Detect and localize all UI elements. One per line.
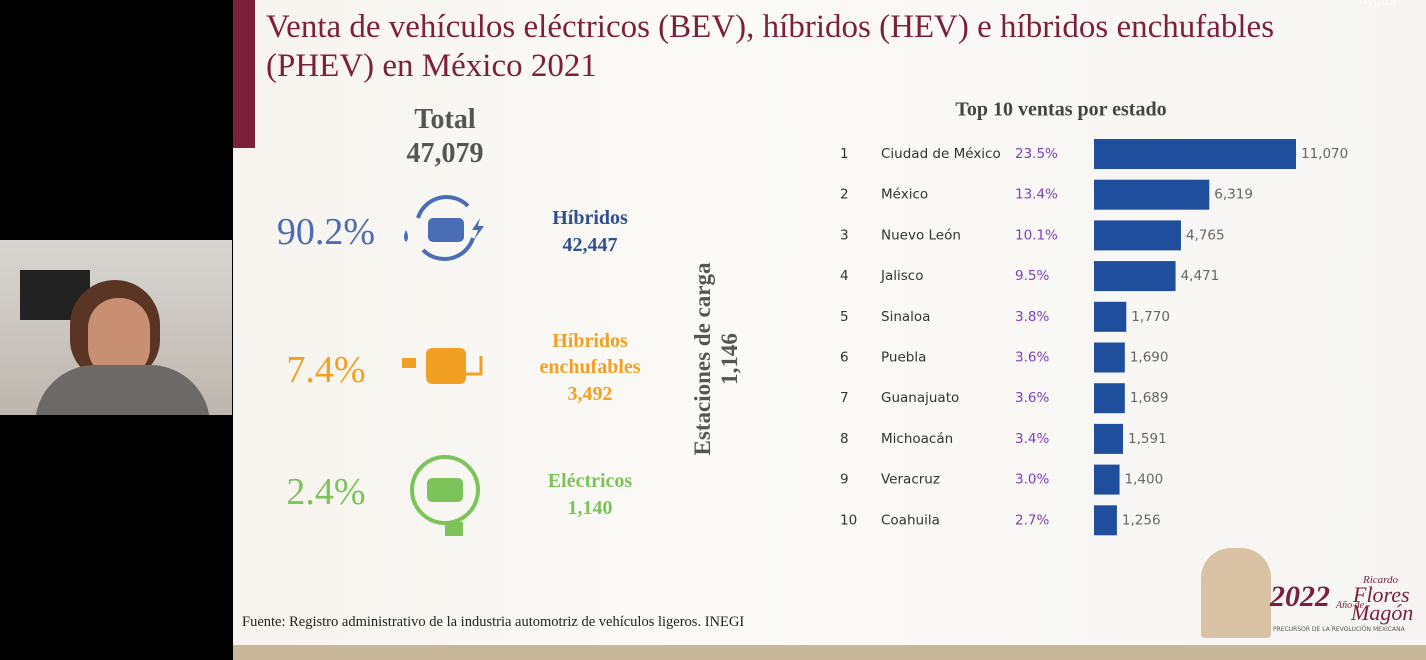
plug	[445, 522, 463, 536]
bar	[1094, 220, 1181, 251]
value-label: 1,689	[1130, 390, 1169, 406]
bar	[1094, 301, 1127, 332]
share: 13.4%	[1015, 187, 1058, 203]
arrow	[416, 195, 470, 219]
body	[35, 365, 210, 415]
rank: 2	[840, 187, 849, 203]
car	[428, 218, 464, 242]
value-label: 1,400	[1125, 472, 1164, 488]
cable	[466, 356, 483, 376]
bar	[1094, 423, 1124, 454]
logo-name: Flores	[1353, 582, 1410, 607]
segment-name: Eléctricos	[547, 470, 633, 492]
share: 23.5%	[1015, 146, 1058, 162]
value-label: 4,765	[1186, 227, 1225, 243]
bar	[1094, 179, 1210, 210]
state-name: Sinaloa	[881, 309, 930, 325]
state-name: México	[881, 187, 928, 203]
plug	[402, 358, 416, 368]
share: 2.7%	[1015, 512, 1049, 528]
value-label: 11,070	[1301, 146, 1348, 162]
state-name: Guanajuato	[881, 390, 959, 406]
source-note: Fuente: Registro administrativo de la in…	[242, 614, 745, 630]
face	[88, 298, 150, 378]
segment-percent: 2.4%	[286, 471, 366, 513]
rank: 8	[840, 431, 849, 447]
rank: 10	[840, 512, 857, 528]
value-label: 1,591	[1128, 431, 1167, 447]
hybrid-icon	[404, 195, 484, 261]
bar	[1094, 139, 1296, 169]
logo-top: Ricardo	[1363, 574, 1399, 586]
logo-year: 2022	[1270, 580, 1330, 613]
state-name: Veracruz	[881, 472, 940, 488]
state-name: Coahuila	[881, 512, 940, 528]
stations-value: 1,146	[717, 333, 742, 385]
rank: 7	[840, 390, 849, 406]
share: 10.1%	[1015, 227, 1058, 243]
state-name: Jalisco	[880, 268, 923, 284]
bar	[1094, 261, 1176, 292]
chart: Top 10 ventas por estado 1 Ciudad de Méxi…	[840, 99, 1348, 536]
rank: 1	[840, 146, 849, 162]
share: 9.5%	[1015, 268, 1049, 284]
segment-value: 3,492	[567, 383, 613, 405]
webcam-video	[0, 240, 232, 415]
segment-value: 42,447	[562, 234, 618, 256]
state-name: Michoacán	[881, 431, 953, 447]
arrow	[421, 237, 475, 261]
bar	[1094, 505, 1117, 536]
help-label[interactable]: Ayuda	[1358, 0, 1396, 8]
segment-percent: 90.2%	[276, 211, 376, 253]
value-label: 1,256	[1122, 512, 1161, 528]
value-label: 6,319	[1214, 187, 1253, 203]
share: 3.6%	[1015, 390, 1049, 406]
bar	[1094, 464, 1120, 495]
state-name: Nuevo León	[881, 227, 961, 243]
rank: 3	[840, 227, 849, 243]
share: 3.0%	[1015, 472, 1049, 488]
segment-percent: 7.4%	[286, 349, 366, 391]
value-label: 4,471	[1181, 268, 1220, 284]
stations-label: Estaciones de carga	[690, 262, 715, 456]
share: 3.8%	[1015, 309, 1049, 325]
bar	[1094, 342, 1125, 373]
value-label: 1,770	[1131, 309, 1170, 325]
rank: 6	[840, 350, 849, 366]
rank: 9	[840, 472, 849, 488]
plugin-icon	[402, 348, 483, 384]
rank: 4	[840, 268, 849, 284]
total-label: Total	[414, 104, 476, 135]
total-value: 47,079	[406, 138, 484, 169]
drop	[404, 230, 408, 242]
share: 3.6%	[1015, 350, 1049, 366]
logo-middle: Año de	[1336, 600, 1365, 611]
state-name: Puebla	[881, 350, 926, 366]
logo-name2: Magón	[1351, 600, 1414, 625]
accent-bar	[233, 0, 255, 148]
segment-value: 1,140	[567, 497, 613, 519]
slide: Venta de vehículos eléctricos (BEV), híb…	[233, 0, 1426, 660]
value-label: 1,690	[1130, 350, 1169, 366]
segment-name: Híbridos enchufables	[539, 330, 641, 378]
share: 3.4%	[1015, 431, 1049, 447]
logo-portrait	[1201, 548, 1271, 638]
car	[427, 478, 463, 502]
state-name: Ciudad de México	[881, 146, 1001, 162]
chart-title: Top 10 ventas por estado	[955, 99, 1166, 121]
rank: 5	[840, 309, 849, 325]
bar	[1094, 383, 1125, 414]
electric-icon	[410, 455, 480, 536]
logo-tagline: PRECURSOR DE LA REVOLUCIÓN MEXICANA	[1273, 626, 1405, 633]
bolt	[472, 218, 484, 240]
slide-title: Venta de vehículos eléctricos (BEV), híb…	[266, 9, 1275, 84]
bottom-strip	[233, 645, 1426, 660]
car	[426, 348, 466, 384]
segment-name: Híbridos	[552, 207, 628, 229]
